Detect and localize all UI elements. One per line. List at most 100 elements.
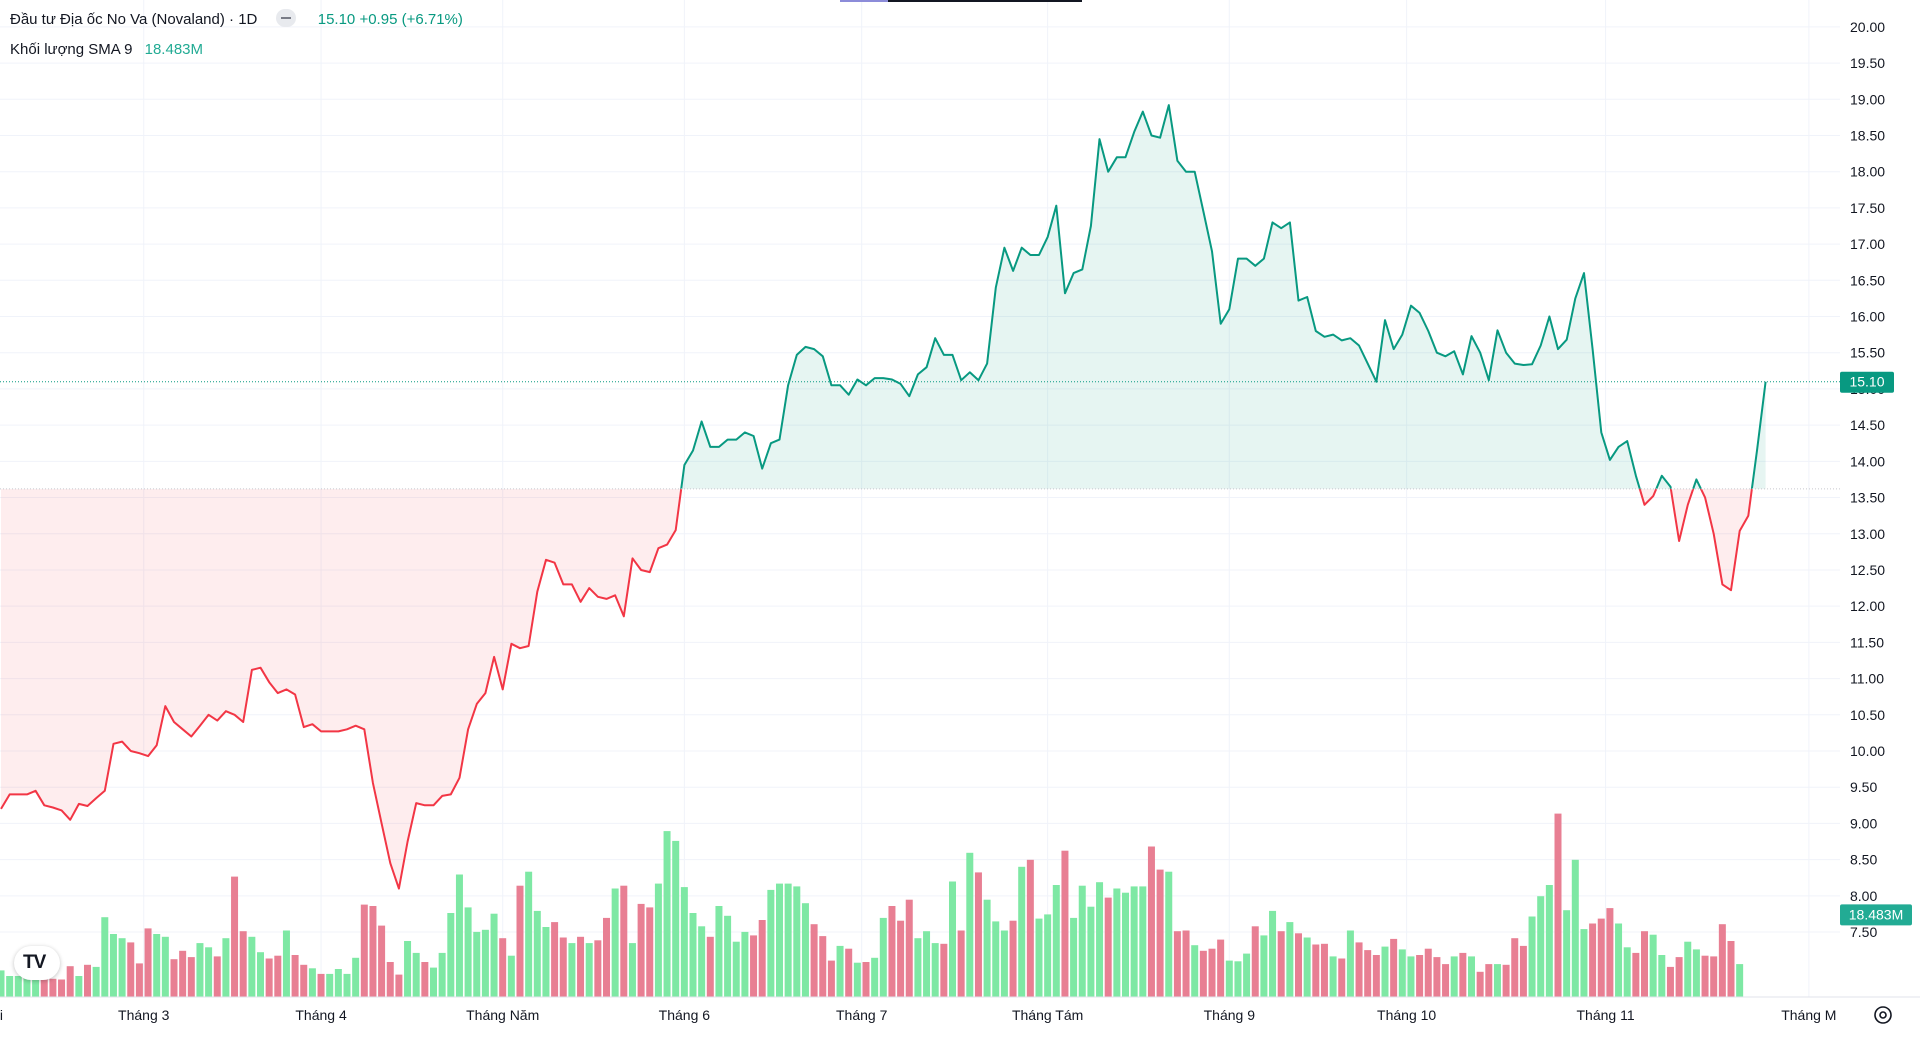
collapse-legend-button[interactable]: [275, 9, 296, 28]
y-tick-label: 8.00: [1850, 888, 1877, 904]
gear-icon[interactable]: [1872, 1004, 1894, 1026]
volume-bar: [1372, 955, 1380, 997]
volume-bar: [1511, 938, 1519, 997]
volume-bar: [1407, 956, 1415, 997]
volume-bar: [1554, 813, 1562, 997]
volume-bar: [222, 938, 230, 997]
volume-bar: [1182, 930, 1190, 997]
x-tick-label: Tháng 11: [1577, 1007, 1635, 1023]
y-tick-label: 13.00: [1850, 526, 1885, 542]
y-tick-label: 11.50: [1850, 634, 1884, 650]
price-badge-label: 15.10: [1849, 374, 1884, 390]
volume-bar: [672, 840, 680, 997]
volume-bar: [741, 931, 749, 997]
volume-bar: [274, 955, 282, 997]
volume-bar: [1710, 956, 1718, 997]
volume-bar: [153, 934, 161, 997]
volume-bar: [205, 947, 213, 997]
volume-bar: [395, 974, 403, 997]
volume-bar: [1078, 885, 1086, 997]
volume-bar: [1000, 930, 1008, 997]
volume-bar: [533, 910, 541, 997]
volume-bar: [1476, 971, 1484, 997]
volume-bar: [654, 883, 662, 997]
volume-bar: [1355, 942, 1363, 997]
x-tick-label: Tháng 3: [118, 1007, 170, 1023]
volume-bar: [559, 937, 567, 997]
volume-bar: [6, 976, 14, 997]
price-change-percent: (+6.71%): [401, 11, 463, 28]
volume-bar: [127, 942, 135, 997]
y-tick-label: 10.00: [1850, 743, 1885, 759]
y-tick-label: 10.50: [1850, 707, 1885, 723]
volume-bar: [23, 971, 31, 997]
y-tick-label: 9.50: [1850, 779, 1877, 795]
volume-sma-value: 18.483M: [144, 41, 203, 58]
volume-bar: [0, 970, 5, 997]
volume-bar: [1381, 946, 1389, 997]
volume-bar: [291, 955, 299, 997]
volume-bar: [1286, 922, 1294, 997]
volume-bar: [1485, 964, 1493, 997]
volume-bar: [1692, 949, 1700, 997]
symbol-legend[interactable]: Đầu tư Địa ốc No Va (Novaland) · 1D 15.1…: [10, 9, 463, 29]
volume-bar: [1303, 937, 1311, 997]
volume-bar: [239, 931, 247, 997]
volume-bar: [628, 943, 636, 997]
price-badge: [1840, 371, 1894, 393]
y-tick-label: 19.00: [1850, 91, 1885, 107]
y-tick-label: 17.50: [1850, 200, 1885, 216]
y-tick-label: 13.50: [1850, 490, 1885, 506]
price-axis[interactable]: 7.50 8.00 8.50 9.00 9.50 10.00 10.50 11.00 11.50…: [1850, 19, 1885, 940]
volume-bar: [1623, 947, 1631, 997]
volume-bar: [637, 903, 645, 997]
volume-bar: [819, 936, 827, 997]
volume-bar: [1208, 948, 1216, 997]
y-tick-label: 18.00: [1850, 164, 1885, 180]
volume-bar: [430, 967, 437, 997]
x-tick-label: Tháng 9: [1204, 1007, 1256, 1023]
volume-bar: [1096, 882, 1104, 997]
volume-bar: [871, 957, 879, 997]
volume-bar: [1199, 950, 1207, 997]
volume-bar: [1061, 850, 1069, 997]
time-axis[interactable]: Tháng Hai Tháng 3 Tháng 4 Tháng Năm Tháng 6 T…: [0, 996, 1920, 1023]
volume-bar: [706, 936, 714, 997]
volume-bar: [490, 913, 498, 997]
volume-bar: [663, 831, 671, 997]
volume-bar: [499, 938, 507, 997]
volume-bar: [1364, 950, 1372, 997]
volume-bar: [888, 906, 896, 997]
volume-bar: [1442, 964, 1450, 997]
volume-bar: [758, 920, 766, 997]
volume-bar: [542, 927, 550, 997]
volume-bar: [1052, 885, 1060, 997]
volume-bar: [1606, 908, 1614, 997]
volume-bar: [1234, 961, 1242, 997]
volume-bar: [620, 885, 628, 997]
volume-bar: [1597, 918, 1605, 997]
volume-bar: [1450, 956, 1458, 997]
volume-bar: [481, 929, 489, 997]
volume-bar: [1122, 892, 1129, 997]
volume-bar: [1035, 918, 1043, 997]
volume-bar: [170, 959, 178, 997]
volume-bar: [1545, 885, 1553, 997]
volume-bar: [594, 940, 602, 997]
volume-bar: [360, 904, 368, 997]
tradingview-logo-icon[interactable]: TV: [14, 946, 60, 980]
volume-bar: [326, 973, 334, 997]
volume-legend[interactable]: Khối lượng SMA 9 18.483M: [10, 41, 203, 58]
volume-bar: [1277, 931, 1285, 997]
volume-bar: [473, 931, 481, 997]
volume-bar: [101, 917, 109, 997]
volume-bar: [317, 973, 325, 997]
volume-bar: [378, 925, 386, 997]
y-tick-label: 12.50: [1850, 562, 1885, 578]
volume-bar: [801, 903, 809, 997]
volume-bar: [585, 943, 593, 997]
volume-bar: [1295, 933, 1302, 997]
volume-bar: [1684, 941, 1692, 997]
volume-bar: [1147, 846, 1155, 997]
